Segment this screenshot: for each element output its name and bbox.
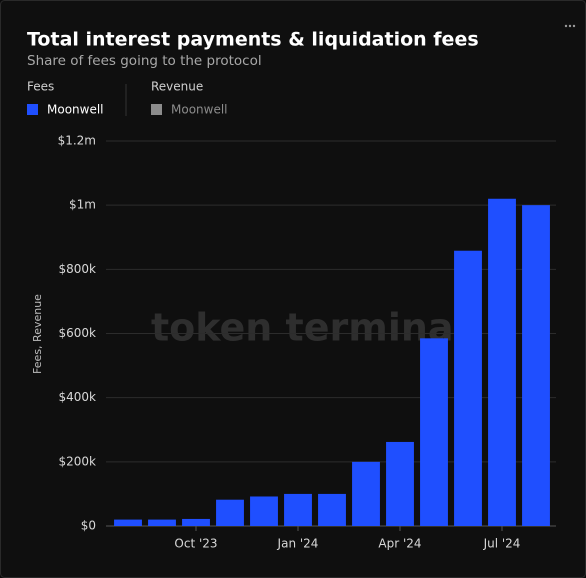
y-tick-label: $800k [59, 262, 97, 276]
x-tick-label: Jan '24 [277, 537, 319, 551]
chart-subtitle: Share of fees going to the protocol [27, 53, 262, 69]
x-tick-label: Oct '23 [174, 537, 217, 551]
legend-swatch [151, 104, 162, 115]
bar [114, 519, 142, 526]
y-tick-label: $1m [69, 198, 96, 212]
y-tick-label: $600k [59, 326, 97, 340]
legend-label: Moonwell [47, 103, 104, 117]
bar [454, 250, 482, 526]
bar [386, 441, 414, 526]
bar [284, 493, 312, 526]
chart-title: Total interest payments & liquidation fe… [27, 29, 479, 51]
bar [216, 499, 244, 526]
bar [250, 496, 278, 526]
bar [488, 198, 516, 526]
legend-swatch [27, 104, 38, 115]
legend-group: Fees [27, 80, 54, 94]
y-axis-label: Fees, Revenue [31, 294, 44, 374]
y-tick-label: $1.2m [58, 134, 96, 148]
legend-group: Revenue [151, 80, 203, 94]
bar [148, 519, 176, 526]
y-tick-label: $400k [59, 390, 97, 404]
y-tick-label: $200k [59, 454, 97, 468]
x-tick-label: Apr '24 [378, 537, 421, 551]
bar [318, 493, 346, 526]
bar [182, 518, 210, 526]
x-tick-label: Jul '24 [483, 537, 521, 551]
bar [522, 205, 550, 526]
y-tick-label: $0 [81, 519, 96, 533]
menu-icon[interactable] [564, 24, 576, 28]
bar [352, 461, 380, 526]
legend-label: Moonwell [171, 103, 228, 117]
bar [420, 338, 448, 526]
